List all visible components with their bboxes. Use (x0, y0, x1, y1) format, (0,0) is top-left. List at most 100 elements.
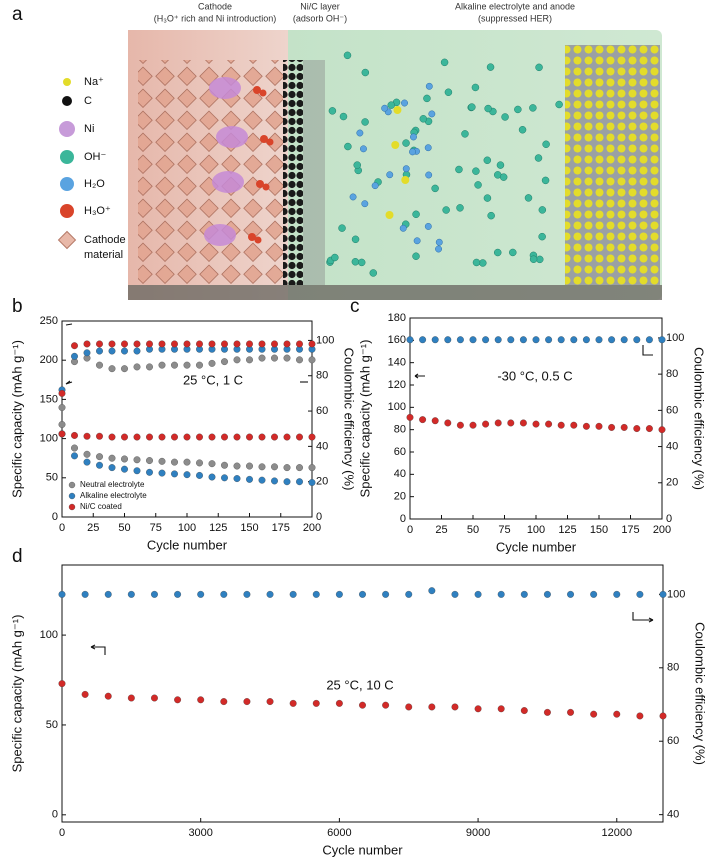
legend-label: OH⁻ (84, 151, 107, 163)
x-tick-label: 25 (435, 524, 447, 536)
data-point (266, 698, 274, 706)
data-point (595, 336, 603, 344)
data-point (83, 340, 91, 348)
data-point (258, 463, 266, 471)
legend-icon (63, 78, 71, 86)
data-point (474, 590, 482, 598)
y2-tick-label: 80 (667, 662, 679, 674)
oh-ion (518, 126, 527, 134)
data-point (183, 340, 191, 348)
x-tick-label: 100 (178, 522, 196, 534)
data-point (590, 590, 598, 598)
data-point (246, 356, 253, 364)
data-point (108, 433, 116, 441)
oh-ion (351, 258, 360, 266)
ni-particle (212, 171, 244, 193)
data-point (158, 469, 166, 477)
y2-tick-label: 20 (316, 476, 328, 488)
data-point (58, 590, 66, 598)
data-point (146, 457, 153, 465)
oh-ion (541, 176, 550, 185)
y-tick-label: 250 (40, 315, 58, 327)
water (413, 237, 421, 245)
data-point (127, 694, 135, 702)
data-point (221, 340, 228, 348)
y-axis-label: Specific capacity (mAh g⁻¹) (9, 340, 24, 498)
y-tick-label: 100 (40, 629, 58, 641)
data-point (233, 462, 241, 470)
y-axis-label: Specific capacity (mAh g⁻¹) (9, 615, 24, 773)
y-axis-label: Specific capacity (mAh g⁻¹) (357, 340, 372, 498)
y2-tick-label: 40 (666, 440, 678, 452)
legend-label: Alkaline electrolyte (80, 491, 147, 500)
legend-label: Cathode (84, 234, 126, 246)
oh-ion (328, 107, 337, 115)
x-tick-label: 75 (498, 524, 510, 536)
y2-tick-label: 80 (316, 370, 328, 382)
data-point (519, 419, 527, 427)
y2-axis-label: Coulombic efficiency (%) (692, 347, 707, 490)
data-point (121, 433, 128, 441)
data-point (243, 590, 251, 598)
data-point (81, 590, 89, 598)
oh-ion (455, 165, 463, 174)
oh-ion (534, 154, 543, 162)
data-point (557, 421, 565, 429)
data-point (405, 590, 413, 598)
x-tick-label: 12000 (601, 827, 632, 839)
data-point (243, 698, 251, 706)
data-point (382, 590, 390, 598)
data-point (296, 478, 303, 486)
data-point (543, 590, 551, 598)
data-point (451, 590, 459, 598)
data-point (258, 340, 266, 348)
data-point (146, 363, 153, 371)
na-ion (393, 106, 402, 114)
data-point (196, 361, 203, 369)
oh-ion (412, 210, 420, 219)
data-point (108, 340, 116, 348)
ni-particle (209, 77, 241, 99)
data-point (545, 336, 553, 344)
y2-tick-label: 20 (666, 477, 678, 489)
oh-ion (487, 211, 495, 220)
data-point (271, 463, 278, 471)
data-point (570, 336, 578, 344)
data-point (532, 336, 540, 344)
data-point (246, 462, 253, 470)
data-point (308, 340, 316, 348)
x-tick-label: 200 (303, 522, 321, 534)
data-point (419, 336, 427, 344)
data-point (196, 433, 203, 441)
data-point (283, 340, 291, 348)
data-point (456, 336, 464, 344)
data-point (582, 422, 590, 430)
x-tick-label: 125 (209, 522, 227, 534)
oh-ion (472, 258, 481, 267)
box-base (128, 285, 662, 300)
data-point (96, 340, 103, 348)
data-point (474, 705, 482, 713)
oh-ion (431, 184, 439, 193)
data-point (108, 347, 116, 355)
oh-ion (538, 232, 546, 241)
data-point (431, 417, 439, 425)
water (428, 110, 436, 118)
data-point (83, 432, 91, 440)
data-point (171, 361, 178, 369)
oh-ion (353, 161, 361, 169)
data-point (183, 433, 191, 441)
data-point (520, 707, 528, 715)
data-point (133, 340, 141, 348)
oh-ion (555, 100, 563, 109)
data-point (208, 433, 216, 441)
anode-lattice (565, 45, 660, 285)
h3o-ion (262, 183, 270, 191)
y2-tick-label: 60 (667, 735, 679, 747)
data-point (296, 340, 303, 348)
water (356, 129, 364, 137)
data-point (557, 336, 565, 344)
data-point (58, 421, 66, 428)
legend-label: C (84, 95, 92, 107)
